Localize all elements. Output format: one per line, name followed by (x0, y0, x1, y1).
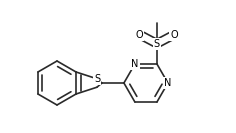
Text: S: S (154, 39, 160, 49)
Text: O: O (136, 30, 143, 40)
Text: N: N (131, 59, 139, 69)
Text: O: O (170, 30, 178, 40)
Text: S: S (94, 74, 100, 84)
Text: N: N (164, 78, 172, 88)
